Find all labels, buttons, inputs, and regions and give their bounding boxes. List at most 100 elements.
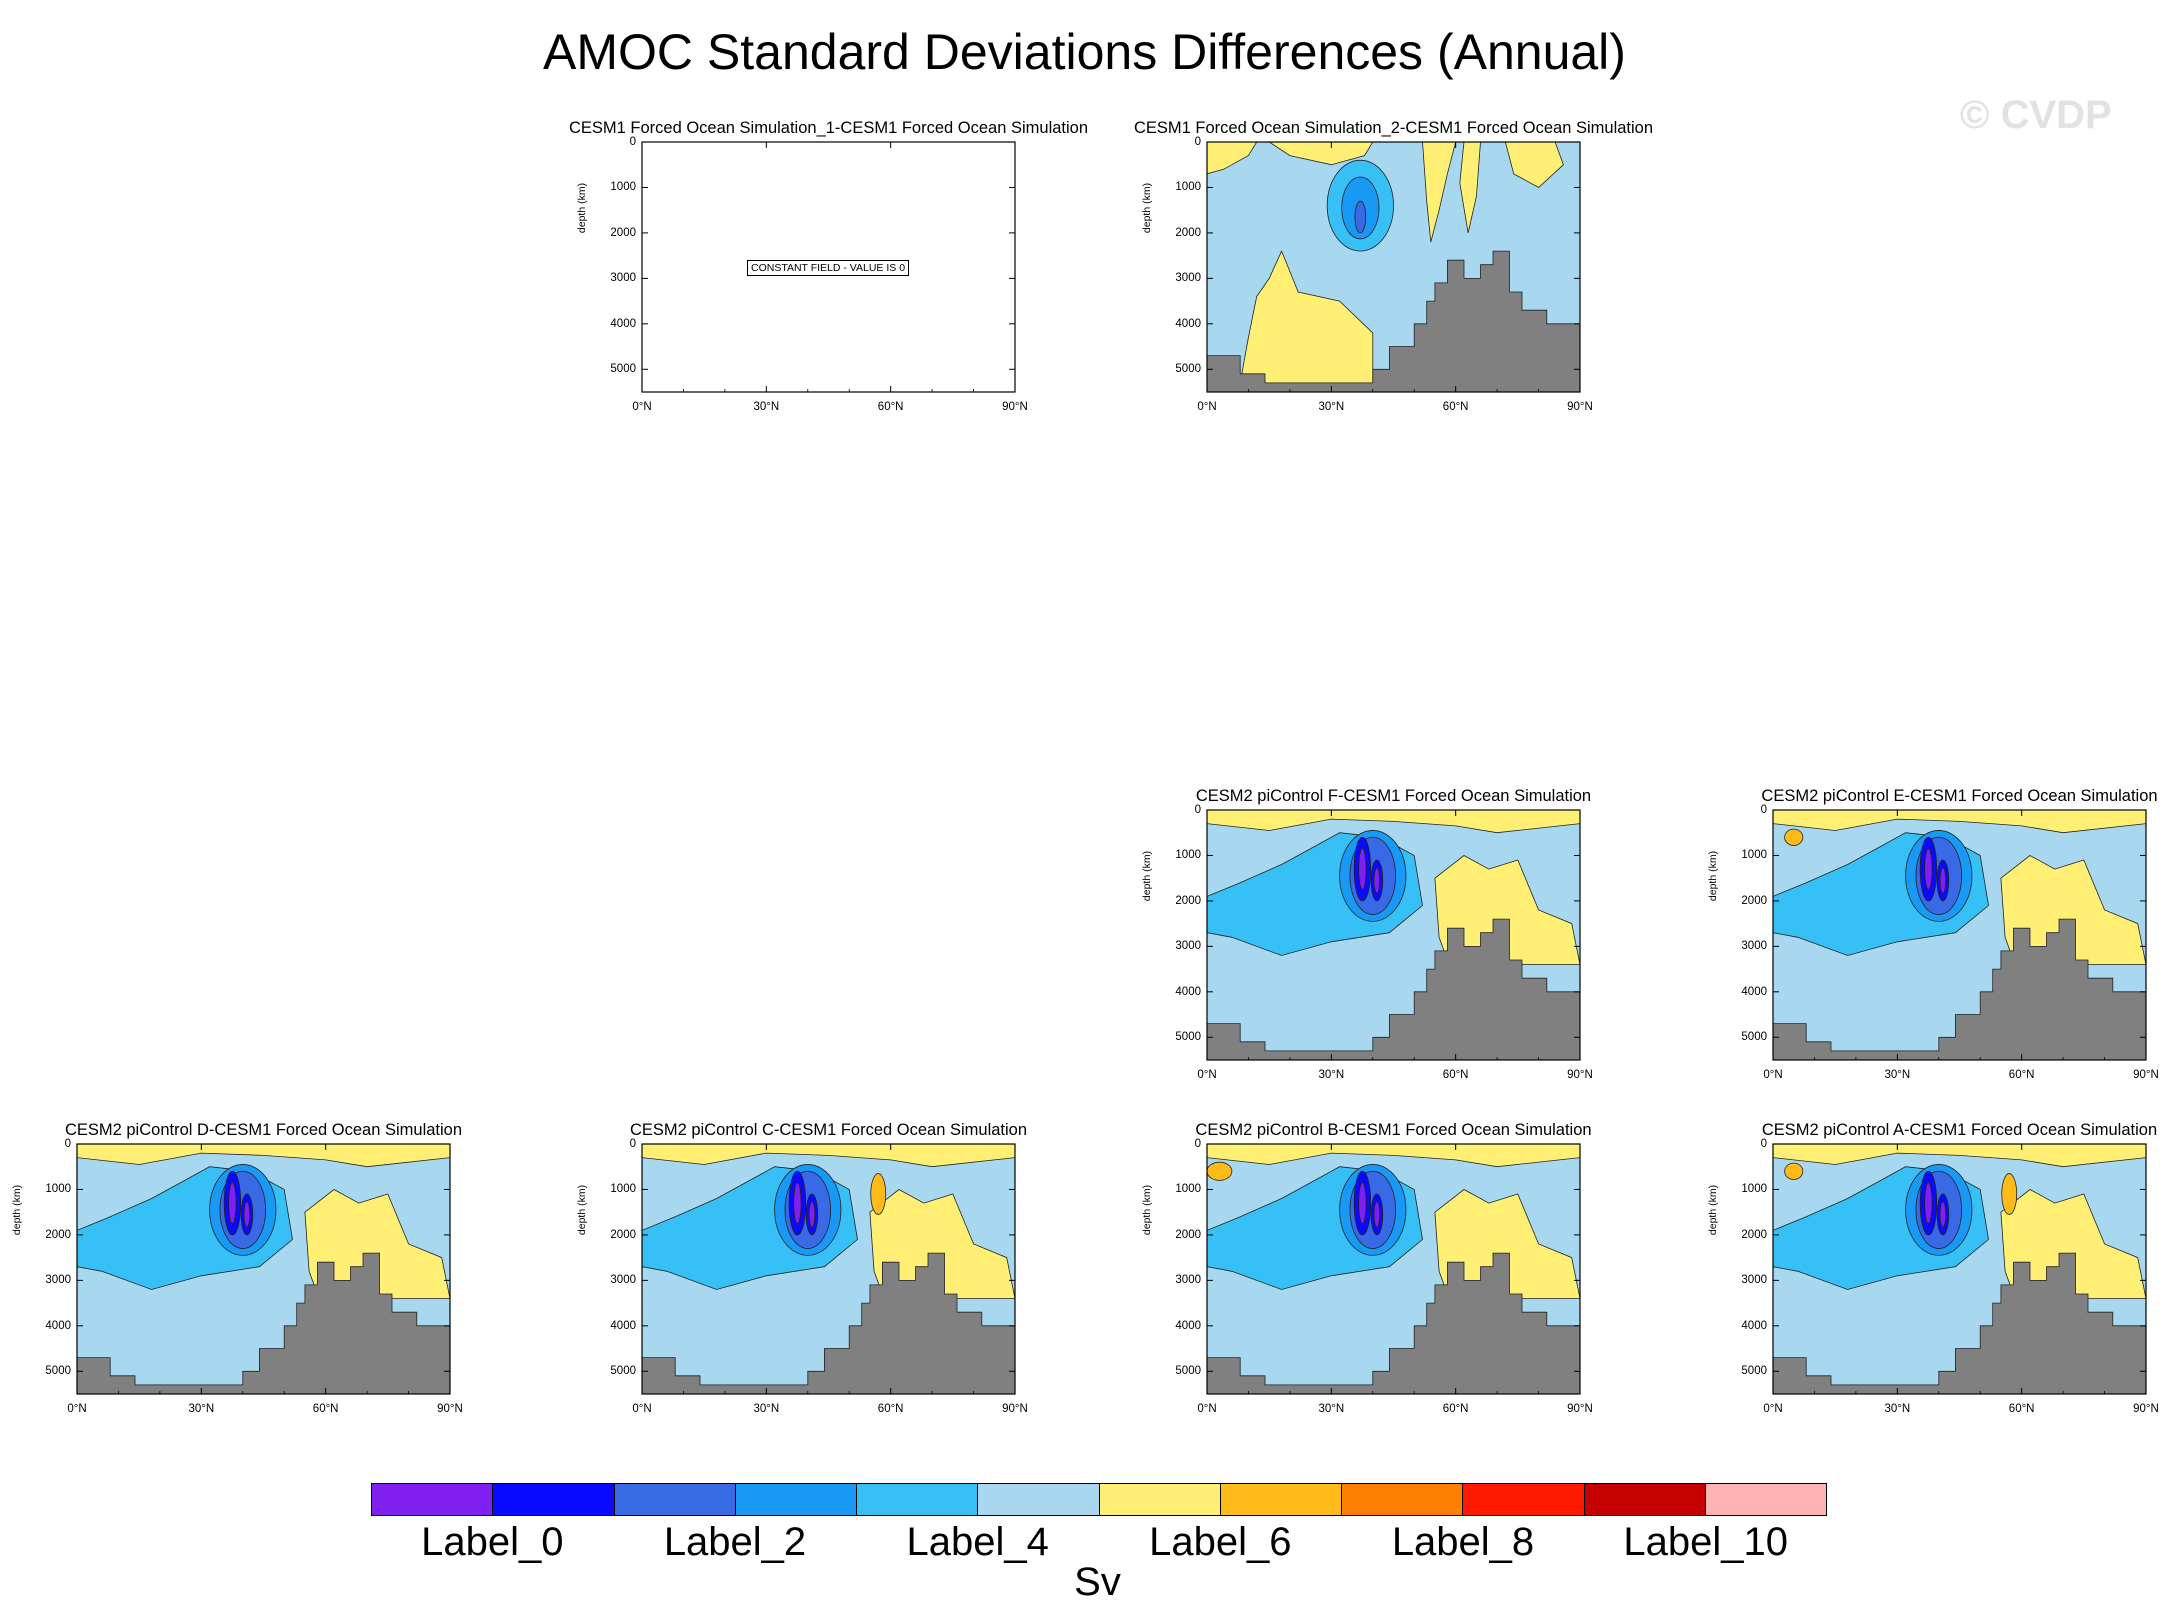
anomaly-core bbox=[1924, 848, 1933, 890]
y-tick-label: 4000 bbox=[1741, 1319, 1767, 1332]
positive-region bbox=[77, 1144, 450, 1168]
y-tick-label: 1000 bbox=[610, 1183, 636, 1196]
anomaly-core bbox=[1373, 867, 1381, 894]
y-tick-label: 0 bbox=[1760, 1138, 1767, 1150]
x-tick-label: 90°N bbox=[1002, 401, 1028, 413]
colorbar-label: Label_0 bbox=[421, 1520, 564, 1564]
bathymetry bbox=[1773, 918, 2146, 1060]
x-tick-label: 0°N bbox=[632, 1403, 652, 1415]
bathymetry bbox=[642, 1252, 1015, 1394]
colorbar-label: Label_4 bbox=[906, 1520, 1049, 1564]
positive-core bbox=[1784, 1162, 1804, 1180]
y-tick-label: 1000 bbox=[1175, 849, 1201, 862]
y-axis-title: depth (km) bbox=[1141, 1184, 1153, 1236]
bathymetry bbox=[1773, 1252, 2146, 1394]
y-tick-label: 3000 bbox=[1175, 1274, 1201, 1287]
x-tick-label: 30°N bbox=[1884, 1403, 1911, 1415]
y-tick-label: 2000 bbox=[45, 1228, 71, 1241]
colorbar-swatch bbox=[1463, 1484, 1585, 1515]
y-axis-title: depth (km) bbox=[576, 1184, 588, 1236]
anomaly-core bbox=[1924, 1182, 1933, 1224]
x-tick-label: 90°N bbox=[1567, 401, 1593, 413]
panel-title: CESM2 piControl D-CESM1 Forced Ocean Sim… bbox=[64, 1121, 463, 1139]
plot-frame bbox=[1206, 809, 1581, 1061]
x-tick-label: 0°N bbox=[1197, 401, 1217, 413]
positive-region bbox=[1207, 1144, 1580, 1168]
x-tick-label: 0°N bbox=[1763, 1069, 1783, 1081]
panel-title: CESM1 Forced Ocean Simulation_1-CESM1 Fo… bbox=[568, 119, 1089, 137]
x-tick-label: 60°N bbox=[1442, 1069, 1469, 1081]
anomaly-core bbox=[793, 1182, 802, 1224]
positive-region bbox=[1773, 810, 2146, 834]
y-axis-title: depth (km) bbox=[1707, 850, 1719, 902]
colorbar-swatch bbox=[857, 1484, 979, 1515]
x-tick-label: 0°N bbox=[1197, 1069, 1217, 1081]
y-tick-label: 4000 bbox=[1175, 317, 1201, 330]
y-axis-title: depth (km) bbox=[1141, 182, 1153, 234]
y-tick-label: 4000 bbox=[610, 1319, 636, 1332]
x-tick-label: 30°N bbox=[1318, 1069, 1345, 1081]
colorbar-label: Label_2 bbox=[663, 1520, 807, 1564]
positive-core bbox=[2001, 1173, 2018, 1215]
y-tick-label: 3000 bbox=[1175, 940, 1201, 953]
anomaly-core bbox=[243, 1201, 251, 1228]
y-tick-label: 2000 bbox=[1175, 1228, 1201, 1241]
plot-frame bbox=[1206, 1143, 1581, 1395]
x-tick-label: 0°N bbox=[632, 401, 652, 413]
positive-region bbox=[642, 1144, 1015, 1168]
plot-frame bbox=[641, 1143, 1016, 1395]
contour-field bbox=[1207, 142, 1580, 392]
y-tick-label: 5000 bbox=[1175, 1031, 1201, 1044]
y-tick-label: 4000 bbox=[1175, 985, 1201, 998]
positive-region bbox=[1504, 142, 1564, 188]
page-title: AMOC Standard Deviations Differences (An… bbox=[543, 24, 1626, 80]
plot-frame bbox=[76, 1143, 451, 1395]
colorbar-swatch bbox=[614, 1484, 736, 1515]
y-tick-label: 1000 bbox=[1175, 181, 1201, 194]
panel-title: CESM2 piControl E-CESM1 Forced Ocean Sim… bbox=[1761, 787, 2158, 805]
y-tick-label: 2000 bbox=[610, 226, 636, 239]
y-tick-label: 0 bbox=[64, 1138, 71, 1150]
anomaly-core bbox=[1939, 1201, 1947, 1228]
colorbar-label: Label_10 bbox=[1623, 1520, 1788, 1564]
x-tick-label: 60°N bbox=[312, 1403, 339, 1415]
y-tick-label: 2000 bbox=[1741, 894, 1767, 907]
colorbar-swatch bbox=[1099, 1484, 1221, 1515]
x-tick-label: 60°N bbox=[2008, 1069, 2035, 1081]
colorbar-swatch bbox=[978, 1484, 1100, 1515]
y-tick-label: 5000 bbox=[1175, 363, 1201, 376]
contour-field bbox=[1207, 810, 1580, 1060]
contour-field bbox=[642, 1144, 1015, 1394]
x-tick-label: 60°N bbox=[2008, 1403, 2035, 1415]
positive-region bbox=[1239, 250, 1374, 384]
positive-core bbox=[870, 1173, 887, 1215]
y-axis-title: depth (km) bbox=[576, 182, 588, 234]
positive-region bbox=[1207, 142, 1258, 175]
y-tick-label: 0 bbox=[629, 136, 636, 148]
x-tick-label: 90°N bbox=[2133, 1069, 2159, 1081]
bathymetry bbox=[1207, 918, 1580, 1060]
y-tick-label: 3000 bbox=[1741, 1274, 1767, 1287]
y-axis-title: depth (km) bbox=[11, 1184, 23, 1236]
bathymetry bbox=[1207, 1252, 1580, 1394]
x-tick-label: 60°N bbox=[877, 401, 904, 413]
y-tick-label: 2000 bbox=[1175, 226, 1201, 239]
anomaly-core bbox=[1939, 867, 1947, 894]
y-tick-label: 2000 bbox=[610, 1228, 636, 1241]
positive-core bbox=[1784, 828, 1804, 846]
positive-region bbox=[1268, 142, 1374, 166]
x-tick-label: 0°N bbox=[1763, 1403, 1783, 1415]
constant-field-note: CONSTANT FIELD - VALUE IS 0 bbox=[747, 260, 910, 276]
y-tick-label: 4000 bbox=[45, 1319, 71, 1332]
x-tick-label: 90°N bbox=[2133, 1403, 2159, 1415]
x-tick-label: 90°N bbox=[1002, 1403, 1028, 1415]
x-tick-label: 30°N bbox=[1318, 1403, 1345, 1415]
anomaly-core bbox=[1358, 848, 1367, 890]
y-tick-label: 4000 bbox=[610, 317, 636, 330]
colorbar-swatch bbox=[1220, 1484, 1342, 1515]
y-tick-label: 1000 bbox=[1175, 1183, 1201, 1196]
y-tick-label: 3000 bbox=[1741, 940, 1767, 953]
panel-title: CESM1 Forced Ocean Simulation_2-CESM1 Fo… bbox=[1133, 119, 1654, 137]
panel-title: CESM2 piControl B-CESM1 Forced Ocean Sim… bbox=[1195, 1121, 1592, 1139]
